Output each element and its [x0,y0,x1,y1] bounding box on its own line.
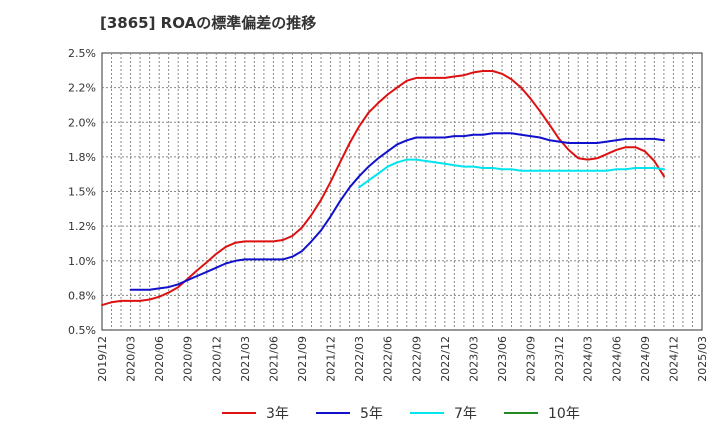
legend-label: 3年 [266,406,289,422]
y-tick-label: 2.2% [68,82,96,95]
x-tick-label: 2025/03 [696,336,709,382]
x-tick-label: 2021/06 [267,336,280,382]
x-tick-label: 2022/03 [353,336,366,382]
x-tick-label: 2022/12 [439,336,452,382]
x-tick-label: 2024/09 [639,336,652,382]
x-tick-label: 2020/09 [182,336,195,382]
grid [102,53,702,330]
y-tick-label: 2.5% [68,47,96,60]
x-tick-label: 2021/09 [296,336,309,382]
legend-item: 3年 [222,406,289,422]
y-tick-label: 1.2% [68,220,96,233]
legend-label: 10年 [548,406,580,422]
x-tick-label: 2022/06 [382,336,395,382]
x-tick-label: 2023/06 [496,336,509,382]
legend-label: 7年 [454,406,477,422]
x-tick-label: 2020/12 [210,336,223,382]
y-tick-label: 0.8% [68,289,96,302]
x-tick-label: 2021/03 [239,336,252,382]
series-line-3年 [101,70,665,307]
x-tick-label: 2024/12 [667,336,680,382]
x-tick-label: 2023/09 [525,336,538,382]
series-line-7年 [358,158,665,189]
x-tick-label: 2022/09 [410,336,423,382]
y-tick-label: 1.5% [68,186,96,199]
x-tick-label: 2023/03 [467,336,480,382]
legend-label: 5年 [360,406,383,422]
x-tick-label: 2019/12 [96,336,109,382]
legend-item: 10年 [504,406,580,422]
series-lines [101,70,665,307]
chart-title: [3865] ROAの標準偏差の推移 [100,14,316,32]
series-line-5年 [129,132,665,291]
y-axis: 0.5% 0.8% 1.0% 1.2% 1.5% 1.8% 2.0% 2.2% 2.5% [68,47,96,337]
y-tick-label: 1.8% [68,151,96,164]
x-tick-label: 2020/06 [153,336,166,382]
x-tick-label: 2020/03 [125,336,138,382]
x-tick-label: 2024/03 [582,336,595,382]
legend-item: 7年 [410,406,477,422]
x-axis: 2019/12 2020/03 2020/06 2020/09 2020/12 2021/… [96,336,709,382]
legend: 3年 5年 7年 10年 [222,406,580,422]
y-tick-label: 2.0% [68,116,96,129]
y-tick-label: 1.0% [68,255,96,268]
legend-item: 5年 [316,406,383,422]
x-tick-label: 2023/12 [553,336,566,382]
x-tick-label: 2024/06 [610,336,623,382]
x-tick-label: 2021/12 [325,336,338,382]
y-tick-label: 0.5% [68,324,96,337]
